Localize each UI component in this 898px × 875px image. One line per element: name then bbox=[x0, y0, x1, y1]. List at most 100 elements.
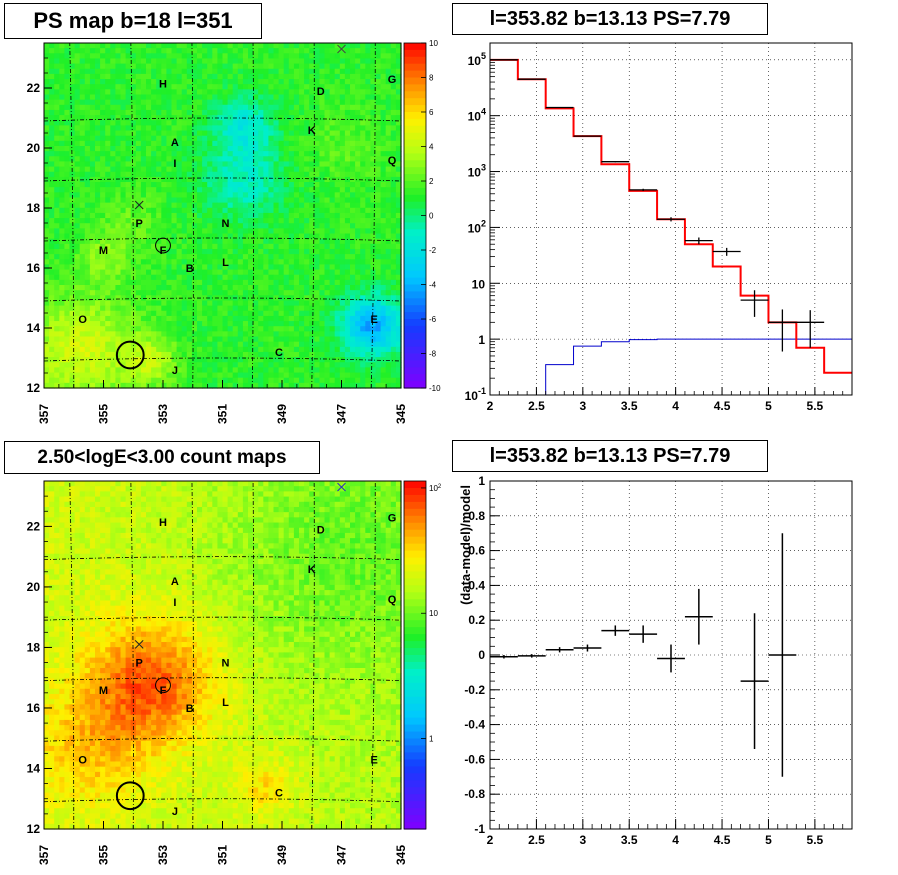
heatmap-cell bbox=[314, 176, 320, 183]
heatmap-cell bbox=[84, 63, 91, 70]
heatmap-cell bbox=[395, 176, 402, 183]
heatmap-cell bbox=[355, 84, 361, 90]
heatmap-cell bbox=[171, 269, 178, 276]
heatmap-cell bbox=[329, 279, 336, 286]
heatmap-cell bbox=[283, 357, 290, 363]
heatmap-cell bbox=[156, 269, 162, 276]
heatmap-cell bbox=[253, 259, 259, 266]
heatmap-cell bbox=[54, 351, 60, 358]
heatmap-cell bbox=[258, 279, 264, 286]
heatmap-cell bbox=[390, 89, 397, 96]
heatmap-cell bbox=[79, 372, 86, 379]
heatmap-cell bbox=[319, 145, 326, 152]
y-tick-label: 18 bbox=[27, 201, 41, 215]
heatmap-cell bbox=[319, 300, 326, 307]
heatmap-cell bbox=[242, 290, 249, 296]
heatmap-cell bbox=[350, 58, 356, 65]
heatmap-cell bbox=[212, 89, 218, 96]
heatmap-cell bbox=[135, 243, 142, 250]
heatmap-cell bbox=[176, 99, 183, 106]
heatmap-cell bbox=[278, 94, 285, 101]
heatmap-cell bbox=[125, 156, 132, 163]
heatmap-cell bbox=[253, 140, 259, 147]
heatmap-cell bbox=[166, 73, 173, 80]
heatmap-cell bbox=[273, 341, 280, 348]
heatmap-cell bbox=[135, 310, 142, 317]
heatmap-cell bbox=[191, 140, 198, 147]
heatmap-cell bbox=[115, 377, 122, 384]
heatmap-cell bbox=[237, 79, 244, 85]
heatmap-cell bbox=[299, 248, 305, 255]
heatmap-cell bbox=[344, 73, 351, 80]
heatmap-cell bbox=[370, 115, 377, 121]
heatmap-cell bbox=[344, 326, 351, 332]
heatmap-cell bbox=[166, 372, 173, 379]
heatmap-cell bbox=[350, 233, 356, 240]
heatmap-cell bbox=[355, 156, 361, 163]
heatmap-cell bbox=[258, 243, 264, 250]
heatmap-cell bbox=[344, 161, 351, 168]
heatmap-cell bbox=[253, 264, 259, 271]
heatmap-cell bbox=[95, 187, 101, 193]
heatmap-cell bbox=[314, 310, 320, 317]
heatmap-cell bbox=[186, 285, 193, 291]
heatmap-cell bbox=[59, 109, 65, 116]
heatmap-cell bbox=[197, 192, 203, 199]
heatmap-cell bbox=[217, 290, 224, 296]
heatmap-cell bbox=[212, 315, 218, 322]
heatmap-cell bbox=[299, 89, 305, 96]
heatmap-cell bbox=[74, 79, 81, 85]
heatmap-cell bbox=[268, 377, 275, 384]
heatmap-cell bbox=[360, 377, 366, 384]
heatmap-cell bbox=[370, 212, 377, 219]
heatmap-cell bbox=[100, 351, 106, 358]
heatmap-cell bbox=[105, 187, 111, 193]
heatmap-cell bbox=[355, 135, 361, 142]
heatmap-cell bbox=[146, 84, 152, 90]
heatmap-cell bbox=[253, 73, 259, 80]
heatmap-cell bbox=[79, 290, 86, 296]
heatmap-cell bbox=[390, 367, 397, 374]
heatmap-cell bbox=[74, 197, 81, 204]
heatmap-cell bbox=[197, 233, 203, 240]
heatmap-cell bbox=[202, 372, 208, 379]
heatmap-cell bbox=[49, 212, 55, 219]
heatmap-cell bbox=[105, 192, 111, 199]
heatmap-cell bbox=[59, 254, 65, 260]
heatmap-cell bbox=[395, 58, 402, 65]
heatmap-cell bbox=[309, 89, 315, 96]
heatmap-cell bbox=[232, 254, 239, 260]
heatmap-cell bbox=[146, 63, 152, 70]
heatmap-cell bbox=[237, 305, 244, 312]
heatmap-cell bbox=[130, 202, 137, 209]
heatmap-cell bbox=[395, 315, 402, 322]
heatmap-cell bbox=[64, 79, 71, 85]
colorbar-segment bbox=[404, 56, 426, 65]
heatmap-cell bbox=[186, 212, 193, 219]
heatmap-cell bbox=[135, 115, 142, 121]
heatmap-cell bbox=[355, 295, 361, 302]
heatmap-cell bbox=[125, 362, 132, 368]
heatmap-cell bbox=[273, 223, 280, 229]
heatmap-cell bbox=[105, 99, 111, 106]
heatmap-cell bbox=[197, 264, 203, 271]
heatmap-cell bbox=[212, 248, 218, 255]
heatmap-cell bbox=[49, 315, 55, 322]
heatmap-cell bbox=[248, 341, 254, 348]
heatmap-cell bbox=[89, 315, 96, 322]
heatmap-cell bbox=[375, 228, 382, 235]
heatmap-cell bbox=[84, 259, 91, 266]
heatmap-cell bbox=[135, 331, 142, 338]
heatmap-cell bbox=[242, 315, 249, 322]
heatmap-cell bbox=[95, 151, 101, 157]
heatmap-cell bbox=[375, 182, 382, 188]
heatmap-cell bbox=[385, 223, 392, 229]
heatmap-cell bbox=[89, 84, 96, 90]
heatmap-cell bbox=[385, 259, 392, 266]
heatmap-cell bbox=[110, 341, 116, 348]
heatmap-cell bbox=[350, 382, 356, 389]
heatmap-cell bbox=[74, 53, 81, 60]
heatmap-cell bbox=[242, 48, 249, 54]
heatmap-cell bbox=[171, 218, 178, 224]
